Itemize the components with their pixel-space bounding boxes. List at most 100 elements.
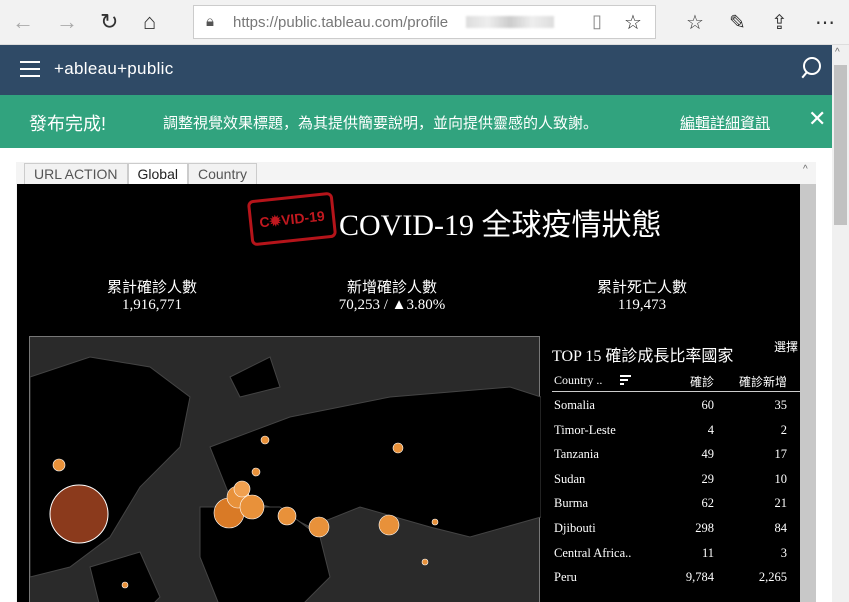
table-row[interactable]: Central Africa.. 11 3 [552,546,800,571]
back-icon[interactable]: ← [12,9,34,34]
cell-new: 21 [774,496,788,511]
url-redacted [466,16,554,28]
tab-country[interactable]: Country [187,163,257,184]
cell-confirmed: 9,784 [685,570,714,585]
kpi-value: 119,473 [617,297,667,313]
col-confirmed[interactable]: 確診 [689,375,714,389]
bubble[interactable] [277,506,297,526]
lock-icon: 🔒︎ [206,13,214,30]
home-icon[interactable]: ⌂ [143,9,157,34]
tab-global[interactable]: Global [127,163,188,184]
table-row[interactable]: Sudan 29 10 [552,472,800,497]
bubble[interactable] [121,581,129,589]
kpi-label: 新增確診人數 [346,280,437,296]
viz-scrollbar[interactable]: ^ [800,164,816,602]
cell-country: Somalia [554,398,595,412]
url-path: profile [407,14,449,31]
cell-confirmed: 29 [701,471,715,486]
table-row[interactable]: Somalia 60 35 [552,398,800,423]
table-header: Country .. 確診 確診新增 [552,373,800,392]
tab-url-action[interactable]: URL ACTION [24,163,128,184]
south-america-land [89,551,161,602]
table-row[interactable]: Timor-Leste 4 2 [552,423,800,448]
cell-country: Peru [554,570,577,585]
address-bar[interactable]: 🔒︎ https://public.tableau.com/profile ▯ … [193,5,656,39]
browser-toolbar: ← → ↻ ⌂ 🔒︎ https://public.tableau.com/pr… [0,0,849,45]
cell-confirmed: 4 [707,422,714,437]
scrollbar-thumb[interactable] [834,65,847,225]
page-scrollbar[interactable]: ^ [832,45,849,602]
cell-country: Burma [554,496,589,511]
url-text: https://public.tableau.com/profile [233,14,448,31]
publish-banner: 發布完成! 調整視覺效果標題，為其提供簡要說明，並向提供靈感的人致謝。 編輯詳細… [0,95,832,148]
bubble[interactable] [308,516,330,538]
share-icon[interactable]: ⇪ [771,12,788,34]
forward-icon[interactable]: → [56,9,78,34]
bubble[interactable] [431,518,439,526]
search-icon[interactable] [803,57,821,75]
cell-new: 2,265 [758,570,787,585]
kpi-total-confirmed: 累計確診人數 1,916,771 [92,276,212,314]
select-label[interactable]: 選擇 [774,340,799,354]
more-icon[interactable]: ⋯ [815,12,835,34]
cell-confirmed: 11 [701,545,714,560]
tableau-header: +ableau+public [0,45,832,95]
cell-country: Djibouti [554,521,596,535]
bubble[interactable] [233,480,251,498]
kpi-new-confirmed: 新增確診人數 70,253 / ▲3.80% [317,276,467,314]
kpi-value: 70,253 / ▲3.80% [338,297,446,313]
bubble[interactable] [421,558,429,566]
bubble[interactable] [251,467,261,477]
cell-new: 2 [780,422,787,437]
bubble[interactable] [260,435,270,445]
kpi-value: 1,916,771 [122,297,182,313]
covid-stamp-logo: C✹VID-19 [246,191,338,247]
kpi-label: 累計死亡人數 [596,280,687,296]
favorite-star-icon[interactable]: ☆ [624,12,642,34]
favorites-list-icon[interactable]: ☆ [686,12,704,34]
scroll-up-icon[interactable]: ^ [835,47,840,58]
menu-icon[interactable] [20,61,40,77]
cell-new: 84 [774,521,788,535]
bubble-usa[interactable] [49,484,109,544]
cell-new: 35 [774,398,788,412]
cell-confirmed: 49 [701,447,715,462]
col-new-confirmed[interactable]: 確診新增 [738,375,787,389]
pen-icon[interactable]: ✎ [729,12,746,34]
dashboard-title: COVID-19 全球疫情狀態 [339,209,662,242]
edit-details-link[interactable]: 編輯詳細資訊 [680,115,771,132]
bubble[interactable] [239,494,265,520]
tableau-public-logo[interactable]: +ableau+public [54,59,174,78]
table-row[interactable]: Tanzania 49 17 [552,447,800,472]
world-map[interactable] [29,336,542,602]
cell-new: 17 [774,447,788,462]
col-country[interactable]: Country .. [554,373,603,387]
refresh-icon[interactable]: ↻ [100,9,119,34]
map-svg [29,356,542,602]
cell-confirmed: 62 [701,496,715,511]
cell-confirmed: 298 [695,521,714,535]
table-row[interactable]: Burma 62 21 [552,496,800,521]
reading-view-icon[interactable]: ▯ [592,11,602,31]
scroll-up-icon[interactable]: ^ [803,164,808,175]
kpi-total-deaths: 累計死亡人數 119,473 [582,276,702,314]
banner-message: 調整視覺效果標題，為其提供簡要說明，並向提供靈感的人致謝。 [163,115,599,132]
table-title: TOP 15 確診成長比率國家 [552,348,734,365]
table-row[interactable]: Djibouti 298 84 [552,521,800,546]
bubble[interactable] [378,514,400,536]
banner-title: 發布完成! [29,114,107,134]
dashboard: C✹VID-19 COVID-19 全球疫情狀態 累計確診人數 1,916,771… [17,184,800,602]
viz-frame: URL ACTION Global Country C✹VID-19 COVID… [16,162,816,602]
cell-new: 3 [780,545,787,560]
cell-country: Sudan [554,471,586,486]
cell-confirmed: 60 [701,398,715,412]
bubble[interactable] [392,442,404,454]
sort-icon[interactable] [620,375,631,385]
cell-country: Central Africa.. [554,545,632,560]
cell-country: Tanzania [554,447,599,462]
bubble[interactable] [52,458,66,472]
cell-new: 10 [774,471,788,486]
greenland-land [229,356,281,398]
close-icon[interactable]: ✕ [808,106,827,131]
table-row[interactable]: Peru 9,784 2,265 [552,570,800,595]
